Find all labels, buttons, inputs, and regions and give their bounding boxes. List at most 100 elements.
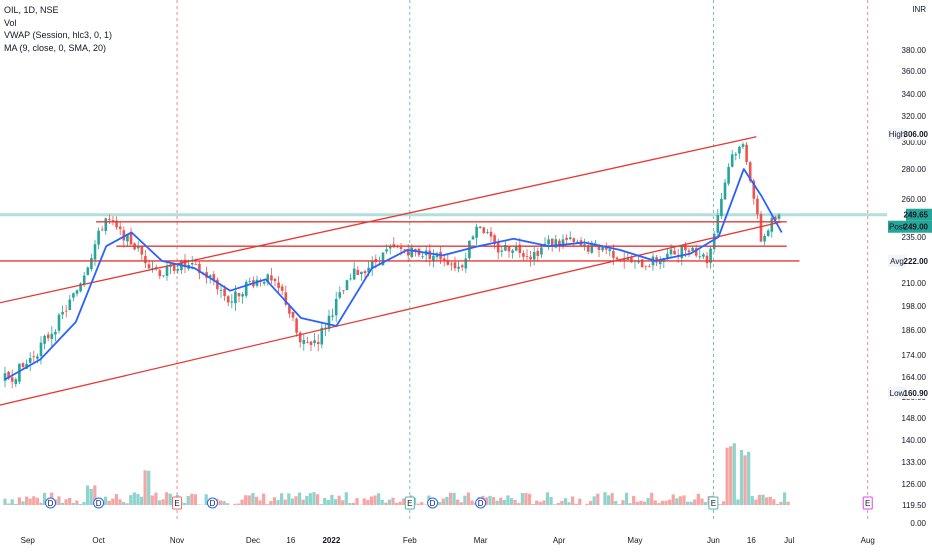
candle-body — [645, 266, 648, 267]
candle-body — [738, 147, 741, 154]
volume-bar — [165, 492, 168, 505]
candle-body — [331, 316, 334, 317]
candle-body — [54, 332, 57, 335]
volume-bar — [668, 500, 671, 505]
volume-bar — [769, 497, 772, 505]
candle-body — [501, 251, 504, 252]
x-tick-label: Apr — [553, 536, 566, 545]
volume-bar — [524, 493, 527, 505]
candle-body — [306, 342, 309, 343]
volume-bar — [345, 492, 348, 505]
volume-bar — [294, 496, 297, 505]
candle-body — [277, 283, 280, 288]
candle-body — [565, 238, 568, 240]
candle-body — [61, 312, 64, 314]
volume-bar — [467, 493, 470, 505]
candle-body — [69, 300, 72, 310]
volume-bar — [521, 493, 524, 505]
candle-body — [558, 241, 561, 245]
dividend-marker-label: D — [478, 499, 484, 508]
volume-bar — [108, 501, 111, 505]
trendline — [0, 137, 756, 310]
volume-bar — [718, 504, 721, 505]
volume-bar — [280, 493, 283, 505]
volume-bar — [25, 497, 28, 505]
volume-bar — [639, 501, 642, 505]
volume-bar — [126, 503, 129, 505]
dividend-marker-label: D — [430, 499, 436, 508]
volume-bar — [21, 501, 24, 505]
volume-bar — [75, 500, 78, 505]
candle-body — [137, 247, 140, 248]
candle-body — [609, 249, 612, 251]
candle-body — [58, 315, 61, 331]
volume-bar — [90, 489, 93, 505]
legend: OIL, 1D, NSE Vol VWAP (Session, hlc3, 0,… — [4, 4, 112, 54]
candle-body — [670, 249, 673, 254]
candle-body — [411, 248, 414, 258]
volume-bar — [542, 500, 545, 505]
candle-body — [342, 290, 345, 291]
indicator-vol[interactable]: Vol — [4, 17, 112, 30]
candle-body — [706, 256, 709, 263]
volume-bar — [366, 500, 369, 505]
candle-body — [33, 356, 36, 357]
high-badge-value: 306.00 — [904, 130, 929, 139]
symbol-line[interactable]: OIL, 1D, NSE — [4, 4, 112, 17]
candle-body — [720, 199, 723, 216]
volume-bar — [233, 504, 236, 505]
volume-bar — [589, 501, 592, 505]
y-tick-label: 280.00 — [902, 165, 927, 174]
y-tick-label: 380.00 — [902, 46, 927, 55]
volume-bar — [399, 502, 402, 505]
candle-body — [778, 215, 781, 219]
candle-body — [727, 167, 730, 184]
candle-body — [148, 264, 151, 268]
volume-bar — [61, 503, 64, 505]
volume-bar — [298, 493, 301, 505]
volume-bar — [492, 497, 495, 505]
indicator-ma[interactable]: MA (9, close, 0, SMA, 20) — [4, 42, 112, 55]
candle-body — [108, 219, 111, 220]
volume-bar — [255, 497, 258, 505]
volume-bar — [57, 496, 60, 505]
candle-body — [29, 358, 32, 363]
candle-body — [702, 254, 705, 256]
volume-bar — [657, 503, 660, 505]
candle-body — [353, 269, 356, 280]
candle-body — [688, 251, 691, 253]
volume-bar — [729, 446, 732, 505]
volume-bar — [603, 492, 606, 505]
volume-bar — [567, 502, 570, 505]
volume-bar — [241, 500, 244, 505]
volume-bar — [136, 494, 139, 505]
volume-bar — [144, 470, 147, 505]
candle-body — [490, 232, 493, 237]
volume-bar — [618, 504, 621, 505]
indicator-vwap[interactable]: VWAP (Session, hlc3, 0, 1) — [4, 29, 112, 42]
candle-body — [533, 252, 536, 260]
volume-bar — [765, 497, 768, 505]
volume-bar — [262, 494, 265, 505]
candle-body — [479, 227, 482, 228]
dividend-marker-label: D — [48, 499, 54, 508]
candle-body — [450, 264, 453, 265]
volume-bar — [32, 496, 35, 505]
volume-bar — [29, 499, 32, 505]
candle-body — [349, 278, 352, 279]
candle-body — [177, 269, 180, 271]
volume-bar — [133, 492, 136, 505]
volume-bar — [395, 503, 398, 505]
volume-bar — [309, 493, 312, 505]
volume-bar — [273, 497, 276, 505]
candle-body — [429, 250, 432, 258]
candle-body — [421, 256, 424, 257]
candle-body — [72, 293, 75, 297]
candle-body — [475, 227, 478, 238]
candle-body — [241, 294, 244, 296]
volume-bar — [650, 493, 653, 505]
y-tick-label: 0.00 — [910, 519, 926, 528]
